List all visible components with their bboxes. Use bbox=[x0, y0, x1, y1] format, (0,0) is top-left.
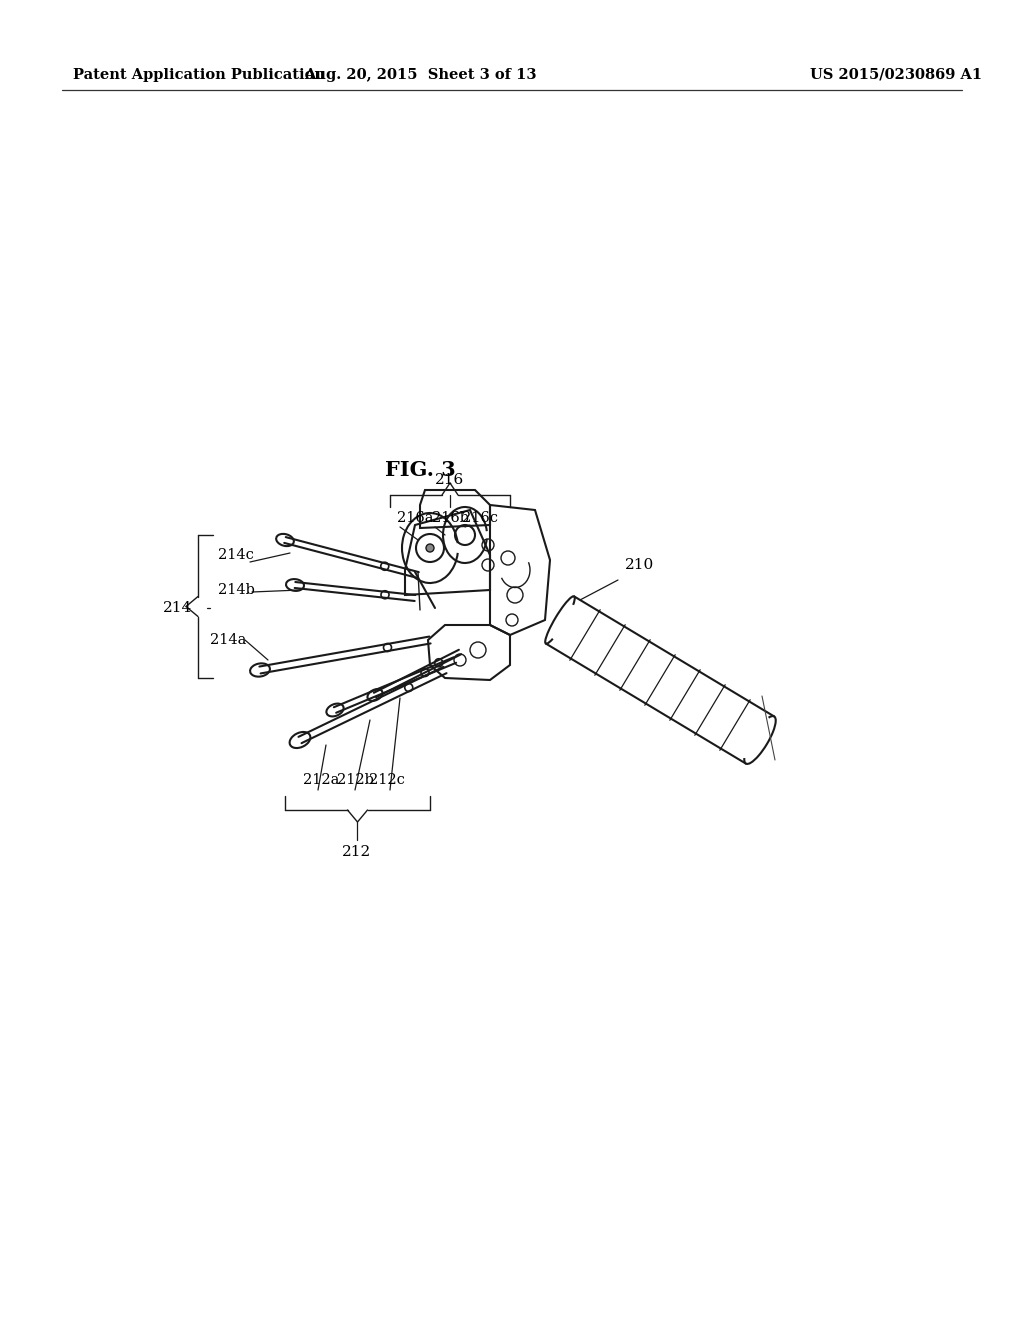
Circle shape bbox=[426, 544, 434, 552]
Text: 212a: 212a bbox=[303, 774, 339, 787]
Text: 216a: 216a bbox=[397, 511, 433, 525]
Text: 214b: 214b bbox=[218, 583, 255, 597]
Text: 210: 210 bbox=[625, 558, 654, 572]
Text: Patent Application Publication: Patent Application Publication bbox=[73, 69, 325, 82]
Text: US 2015/0230869 A1: US 2015/0230869 A1 bbox=[810, 69, 982, 82]
Text: Aug. 20, 2015  Sheet 3 of 13: Aug. 20, 2015 Sheet 3 of 13 bbox=[304, 69, 537, 82]
Text: 216c: 216c bbox=[462, 511, 498, 525]
Text: 212: 212 bbox=[342, 845, 372, 859]
Text: 212c: 212c bbox=[369, 774, 404, 787]
Text: 216b: 216b bbox=[432, 511, 469, 525]
Text: 214c: 214c bbox=[218, 548, 254, 562]
Text: 216: 216 bbox=[435, 473, 465, 487]
Text: 214a: 214a bbox=[210, 634, 247, 647]
Text: 212b: 212b bbox=[337, 774, 374, 787]
Text: FIG. 3: FIG. 3 bbox=[385, 459, 456, 480]
Text: 214: 214 bbox=[163, 601, 193, 615]
